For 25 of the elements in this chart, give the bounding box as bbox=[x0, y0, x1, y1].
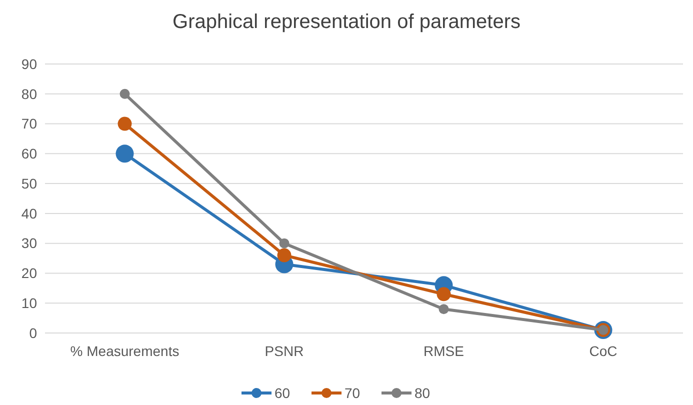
point bbox=[120, 88, 130, 99]
y-tick-label: 60 bbox=[21, 146, 38, 162]
legend-label: 60 bbox=[274, 384, 290, 401]
y-tick-label: 0 bbox=[29, 324, 38, 341]
chart-title: Graphical representation of parameters bbox=[172, 11, 520, 33]
point bbox=[436, 287, 451, 302]
y-tick-label: 90 bbox=[21, 56, 38, 72]
point bbox=[438, 304, 449, 314]
point bbox=[118, 116, 132, 131]
point bbox=[277, 248, 292, 262]
y-tick-label: 80 bbox=[21, 86, 38, 102]
y-tick-label: 20 bbox=[21, 265, 38, 282]
legend-label: 70 bbox=[344, 384, 360, 401]
x-tick-label: CoC bbox=[589, 343, 618, 359]
x-tick-label: PSNR bbox=[264, 343, 304, 359]
point bbox=[116, 144, 134, 163]
y-tick-label: 50 bbox=[21, 175, 38, 192]
y-tick-label: 10 bbox=[21, 295, 38, 312]
y-tick-label: 40 bbox=[21, 205, 38, 222]
legend-label: 80 bbox=[414, 384, 430, 401]
x-tick-label: RMSE bbox=[424, 343, 464, 359]
y-tick-label: 30 bbox=[21, 235, 38, 252]
point bbox=[279, 238, 290, 248]
x-tick-label: % Measurements bbox=[70, 343, 180, 359]
y-tick-label: 70 bbox=[21, 116, 38, 132]
